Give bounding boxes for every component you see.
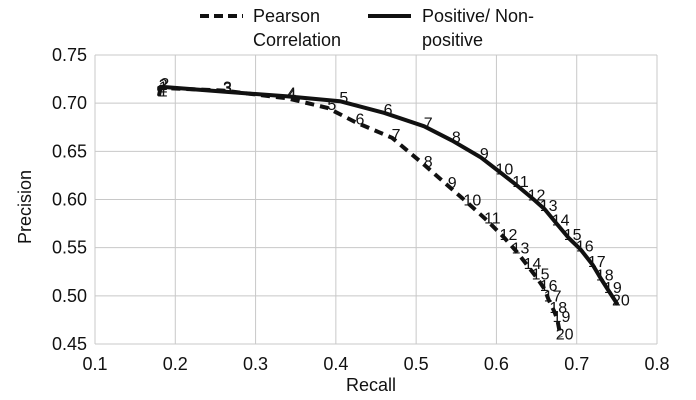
point-label-pearson: 10	[463, 192, 481, 209]
point-label-positive: 12	[528, 188, 546, 205]
legend-label-pearson-line2: Correlation	[253, 30, 341, 50]
legend-label-positive-line2: positive	[422, 30, 483, 50]
y-tick-label: 0.70	[52, 93, 87, 113]
point-label-positive: 14	[552, 213, 570, 230]
point-label-positive: 8	[452, 130, 461, 147]
series-lines	[157, 84, 619, 338]
grid	[94, 54, 658, 345]
x-tick-label: 0.1	[82, 354, 107, 374]
point-label-positive: 10	[496, 162, 514, 179]
legend-label-pearson-line1: Pearson	[253, 6, 320, 26]
x-tick-label: 0.4	[323, 354, 348, 374]
point-label-positive: 4	[287, 85, 296, 102]
point-label-positive: 11	[512, 174, 529, 191]
point-label-positive: 18	[596, 267, 614, 284]
point-label-pearson: 7	[392, 127, 401, 144]
y-tick-label: 0.55	[52, 238, 87, 258]
point-label-positive: 5	[339, 90, 348, 107]
point-label-pearson: 13	[512, 241, 530, 258]
point-label-pearson: 17	[544, 289, 562, 306]
point-label-positive: 9	[480, 146, 489, 163]
point-label-pearson: 5	[327, 97, 336, 114]
y-tick-label: 0.75	[52, 45, 87, 65]
x-tick-label: 0.2	[163, 354, 188, 374]
point-label-pearson: 8	[424, 154, 433, 171]
x-axis-title: Recall	[346, 375, 396, 395]
series-line-positive	[157, 84, 619, 306]
point-label-pearson: 11	[484, 211, 501, 228]
x-tick-label: 0.3	[243, 354, 268, 374]
point-label-pearson: 19	[553, 309, 571, 326]
point-label-pearson: 15	[532, 267, 550, 284]
point-label-pearson: 2	[159, 77, 168, 94]
x-tick-label: 0.6	[484, 354, 509, 374]
point-label-pearson: 1	[159, 80, 168, 97]
point-label-pearson: 4	[287, 87, 296, 104]
point-label-positive: 17	[588, 254, 606, 271]
point-label-positive: 6	[384, 102, 393, 119]
point-label-pearson: 14	[524, 256, 542, 273]
point-label-pearson: 18	[549, 300, 567, 317]
point-label-pearson: 3	[223, 80, 232, 97]
x-tick-label: 0.8	[644, 354, 669, 374]
point-label-pearson: 9	[448, 175, 457, 192]
point-label-pearson: 20	[556, 326, 574, 343]
point-label-positive: 19	[604, 280, 622, 297]
y-axis-title: Precision	[15, 170, 35, 244]
x-axis-ticks: 0.1 0.2 0.3 0.4 0.5 0.6 0.7 0.8	[82, 354, 669, 374]
x-tick-label: 0.5	[404, 354, 429, 374]
point-label-positive: 7	[424, 115, 433, 132]
point-label-pearson: 16	[540, 278, 558, 295]
y-tick-label: 0.65	[52, 141, 87, 161]
point-label-positive: 1	[159, 83, 168, 100]
point-label-positive: 2	[160, 76, 169, 93]
series-line-pearson	[157, 85, 563, 338]
legend-label-positive-line1: Positive/ Non-	[422, 6, 534, 26]
point-label-positive: 15	[564, 227, 582, 244]
y-axis-ticks: 0.45 0.50 0.55 0.60 0.65 0.70 0.75	[52, 45, 87, 354]
y-tick-label: 0.45	[52, 334, 87, 354]
point-label-positive: 13	[540, 198, 558, 215]
point-label-positive: 16	[576, 239, 594, 256]
y-tick-label: 0.50	[52, 286, 87, 306]
point-label-positive: 20	[612, 293, 630, 310]
point-label-pearson: 12	[500, 227, 518, 244]
legend: Pearson Correlation Positive/ Non- posit…	[200, 6, 534, 50]
x-tick-label: 0.7	[564, 354, 589, 374]
y-tick-label: 0.60	[52, 190, 87, 210]
point-label-positive: 3	[223, 81, 232, 98]
point-label-pearson: 6	[355, 111, 364, 128]
